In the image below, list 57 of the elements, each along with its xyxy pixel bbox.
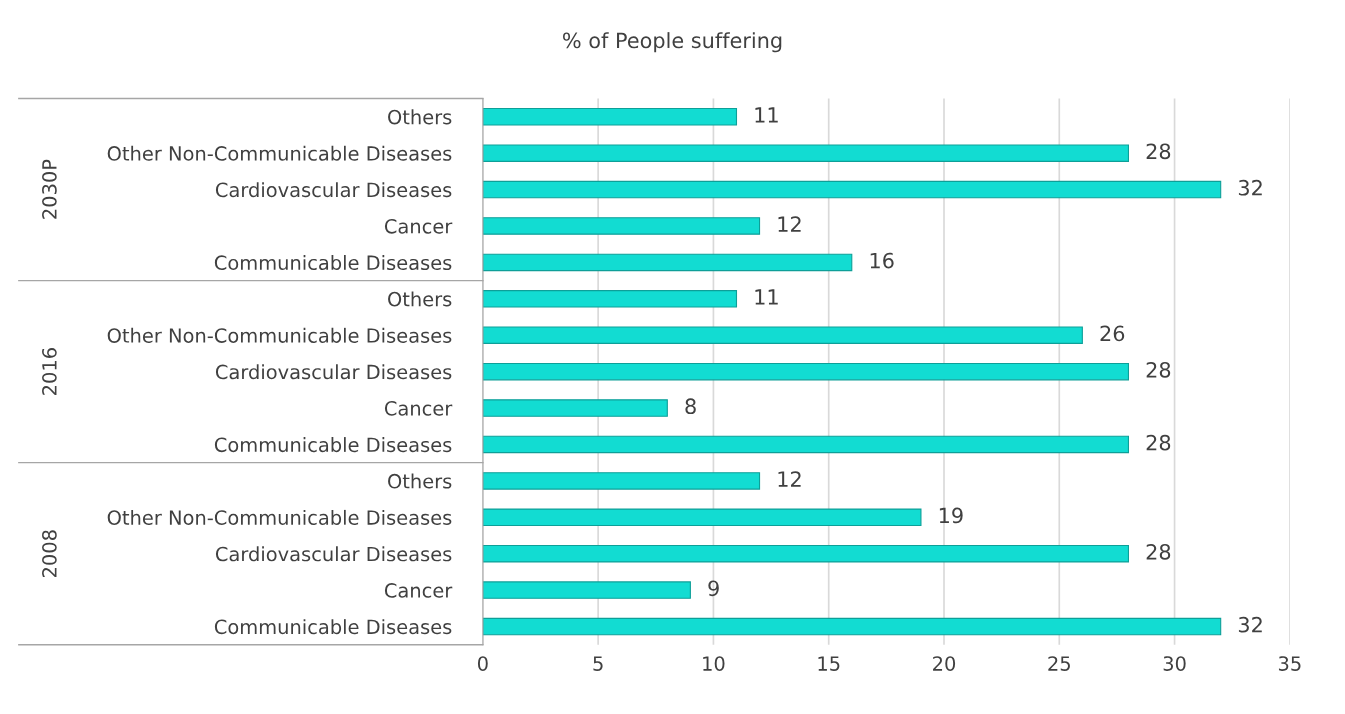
y-tick-label: Cardiovascular Diseases	[215, 546, 452, 562]
y-tick-label: Communicable Diseases	[214, 437, 452, 453]
bar	[482, 435, 1130, 454]
bar	[482, 217, 761, 235]
x-tick-label: 25	[1048, 656, 1070, 671]
y-tick-label: Other Non-Communicable Diseases	[107, 327, 452, 343]
text: 2030P	[42, 159, 57, 219]
data-label: 12	[778, 471, 801, 487]
bar	[482, 144, 1130, 162]
x-tick-label: 0	[477, 656, 488, 671]
text: 2016	[42, 348, 57, 395]
bar	[482, 399, 668, 417]
x-tick-label: 15	[818, 656, 840, 671]
bar	[482, 180, 1222, 199]
y-tick-label: Others	[388, 291, 452, 307]
x-tick-label: 35	[1278, 656, 1301, 671]
y-tick-label: Cardiovascular Diseases	[215, 182, 452, 198]
y-tick-label: Cancer	[384, 218, 453, 234]
y-tick-label: Communicable Diseases	[214, 255, 452, 271]
chart-title: % of People suffering	[563, 32, 782, 53]
data-label: 28	[1146, 361, 1171, 378]
bar	[482, 362, 1130, 381]
bar	[482, 326, 1083, 344]
data-label: 8	[685, 398, 696, 415]
y-tick-label: Cardiovascular Diseases	[215, 364, 452, 380]
data-label: 16	[870, 252, 894, 269]
data-label: 19	[939, 507, 963, 524]
bar	[482, 617, 1222, 636]
x-tick-label: 10	[703, 656, 725, 671]
x-tick-label: 20	[933, 656, 956, 671]
data-label: 32	[1238, 179, 1262, 196]
bar	[482, 107, 738, 126]
bar	[482, 472, 761, 490]
bar	[482, 290, 738, 308]
data-label: 11	[755, 289, 778, 305]
text: 2008	[42, 530, 57, 578]
data-label: 28	[1146, 543, 1171, 560]
y-tick-label: Cancer	[384, 583, 453, 598]
y-tick-label: Communicable Diseases	[214, 619, 452, 635]
data-label: 9	[708, 580, 719, 597]
data-label: 26	[1100, 325, 1125, 342]
data-label: 11	[755, 107, 778, 123]
data-label: 32	[1238, 616, 1262, 633]
x-tick-label: 5	[593, 656, 603, 671]
y-tick-label: Other Non-Communicable Diseases	[107, 145, 452, 161]
bar	[482, 544, 1130, 563]
x-tick-label: 30	[1163, 656, 1186, 671]
bar	[482, 253, 853, 272]
y-tick-label: Other Non-Communicable Diseases	[107, 509, 452, 525]
data-label: 28	[1146, 143, 1171, 160]
data-label: 12	[778, 216, 801, 232]
y-tick-label: Others	[388, 109, 452, 125]
y-tick-label: Others	[388, 473, 452, 489]
y-tick-label: Cancer	[384, 401, 453, 416]
bar	[482, 581, 691, 599]
data-label: 28	[1146, 434, 1171, 451]
bar	[482, 508, 922, 527]
